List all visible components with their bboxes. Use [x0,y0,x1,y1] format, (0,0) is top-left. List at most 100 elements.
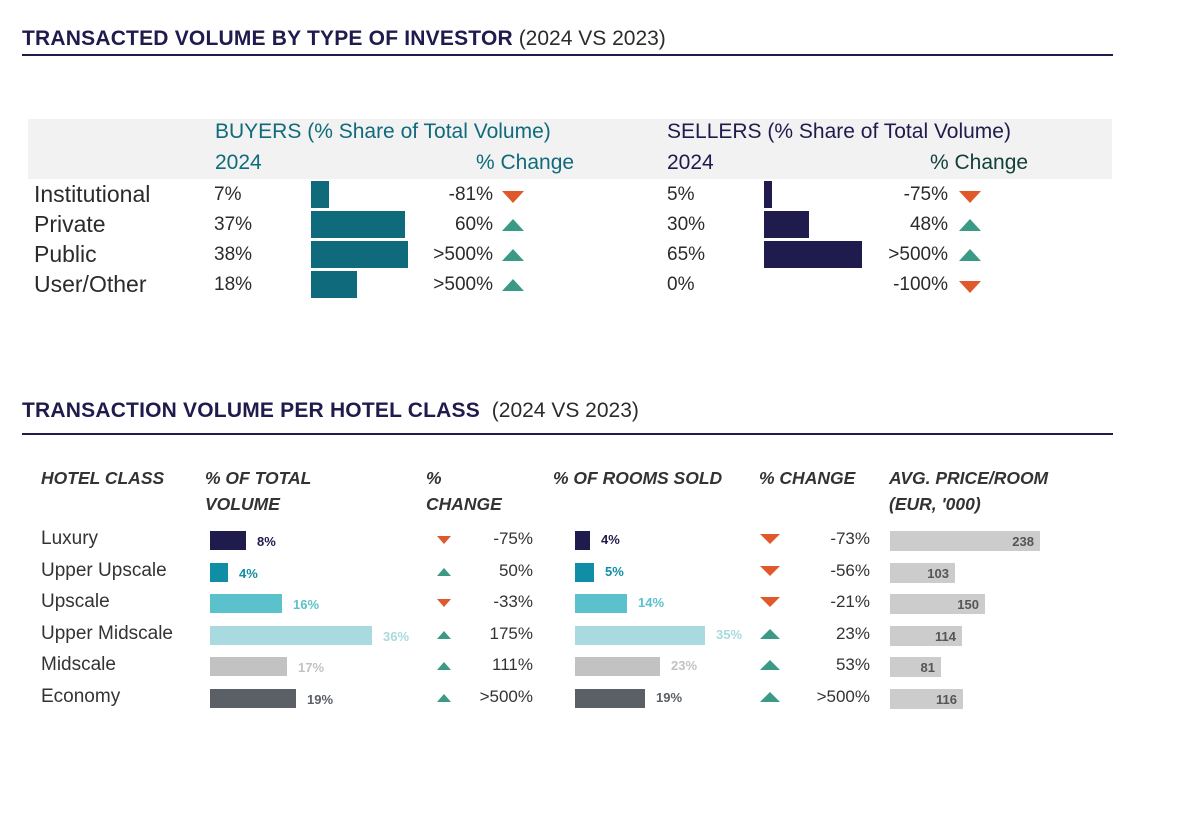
rooms-change-midscale: 53% [835,655,870,674]
sellers-header-title: SELLERS [667,120,762,143]
col-rooms-change: % CHANGE [759,468,856,488]
hotel-title-text: TRANSACTION VOLUME PER HOTEL CLASS [22,399,480,422]
price-bar-luxury [890,531,1040,551]
rooms-up-arrow-icon-midscale [760,660,780,670]
hotel-subtitle-text: (2024 VS 2023) [491,399,639,422]
buyers-header: BUYERS (% Share of Total Volume) [215,120,551,144]
buyers-header-sub: (% Share of Total Volume) [307,120,551,143]
investor-title-text: TRANSACTED VOLUME BY TYPE OF INVESTOR [22,27,513,50]
rooms-change-upper-upscale: -56% [830,561,870,580]
rooms-change-luxury: -73% [830,529,870,548]
hotel-class-label-economy: Economy [41,686,121,707]
col-avg-price: AVG. PRICE/ROOM (EUR, '000) [889,465,1048,517]
buyers-value-institutional: 7% [214,184,242,205]
rooms-change-upper-midscale: 23% [835,624,870,643]
rooms-down-arrow-icon-upper-upscale [760,566,780,576]
volume-bar-midscale [210,657,287,676]
volume-bar-upper-midscale [210,626,372,645]
volume-bar-upper-upscale [210,563,228,582]
rooms-down-arrow-icon-luxury [760,534,780,544]
col-total-volume-l2: VOLUME [205,494,280,514]
hotel-section-rule [22,433,1113,435]
buyers-down-arrow-icon-institutional [502,191,524,203]
rooms-label-upscale: 14% [638,595,665,610]
sellers-change-label: % Change [930,151,1029,174]
rooms-label-economy: 19% [656,690,683,705]
rooms-change-economy: >500% [816,687,870,706]
buyers-change-label: % Change [476,151,575,174]
buyers-value-public: 38% [214,244,253,265]
buyers-header-title: BUYERS [215,120,302,143]
price-label-upper-midscale: 114 [935,629,956,644]
investor-section-title: TRANSACTED VOLUME BY TYPE OF INVESTOR (2… [22,27,666,51]
sellers-change-private: 48% [909,214,948,235]
volume-bar-economy [210,689,296,708]
rooms-bar-midscale [575,657,660,676]
price-bar-upper-midscale [890,626,962,646]
rooms-up-arrow-icon-economy [760,692,780,702]
rooms-label-luxury: 4% [601,532,620,547]
sellers-change-user-other: -100% [893,274,948,295]
price-label-luxury: 238 [1012,534,1034,549]
sellers-value-private: 30% [667,214,706,235]
sellers-value-public: 65% [667,244,706,265]
price-label-midscale: 81 [920,660,935,675]
buyers-up-arrow-icon-user-other [502,279,524,291]
rooms-bar-upper-upscale [575,563,594,582]
sellers-change-institutional: -75% [903,184,948,205]
sellers-bar-institutional [764,181,772,208]
rooms-bar-economy [575,689,645,708]
volume-up-arrow-icon-upper-midscale [437,631,451,639]
sellers-value-institutional: 5% [667,184,695,205]
hotel-class-label-luxury: Luxury [41,528,99,549]
sellers-change-public: >500% [888,244,948,265]
buyers-bar-public [311,241,408,268]
price-bar-midscale [890,657,941,677]
sellers-header: SELLERS (% Share of Total Volume) [667,120,1011,144]
buyers-bar-institutional [311,181,329,208]
volume-bar-luxury [210,531,246,550]
price-bar-upper-upscale [890,563,955,583]
volume-change-midscale: 111% [492,655,533,674]
volume-up-arrow-icon-upper-upscale [437,568,451,576]
volume-change-upscale: -33% [493,592,533,611]
col-rooms-sold: % OF ROOMS SOLD [553,468,723,488]
hotel-class-label-upper-upscale: Upper Upscale [41,560,167,581]
investor-label-private: Private [34,211,106,237]
rooms-change-upscale: -21% [830,592,870,611]
col-volume-change: % CHANGE [426,465,502,517]
buyers-change-institutional: -81% [448,184,493,205]
volume-bar-upscale [210,594,282,613]
hotel-section-title: TRANSACTION VOLUME PER HOTEL CLASS (2024… [22,399,639,423]
col-avg-price-l1: AVG. PRICE/ROOM [889,468,1049,488]
sellers-down-arrow-icon-institutional [959,191,981,203]
buyers-up-arrow-icon-private [502,219,524,231]
volume-change-economy: >500% [479,687,533,706]
price-bar-upscale [890,594,985,614]
investor-label-public: Public [34,241,97,267]
rooms-down-arrow-icon-upscale [760,597,780,607]
volume-up-arrow-icon-midscale [437,662,451,670]
rooms-label-midscale: 23% [671,658,698,673]
rooms-label-upper-midscale: 35% [716,627,743,642]
col-hotel-class: HOTEL CLASS [41,468,165,488]
volume-down-arrow-icon-luxury [437,536,451,544]
hotel-class-label-upper-midscale: Upper Midscale [41,623,173,644]
col-volume-change-l2: CHANGE [426,494,502,514]
buyers-value-user-other: 18% [214,274,253,295]
volume-label-upper-upscale: 4% [239,566,258,581]
sellers-value-user-other: 0% [667,274,695,295]
sellers-down-arrow-icon-user-other [959,281,981,293]
rooms-label-upper-upscale: 5% [605,564,624,579]
volume-label-luxury: 8% [257,534,276,549]
volume-change-upper-midscale: 175% [489,624,533,643]
col-volume-change-l1: % [426,468,442,488]
buyers-change-user-other: >500% [433,274,493,295]
volume-down-arrow-icon-upscale [437,599,451,607]
investor-label-user-other: User/Other [34,271,147,297]
col-total-volume: % OF TOTAL VOLUME [205,465,311,517]
rooms-bar-upper-midscale [575,626,705,645]
hotel-class-label-midscale: Midscale [41,654,116,675]
buyers-bar-user-other [311,271,357,298]
buyers-up-arrow-icon-public [502,249,524,261]
